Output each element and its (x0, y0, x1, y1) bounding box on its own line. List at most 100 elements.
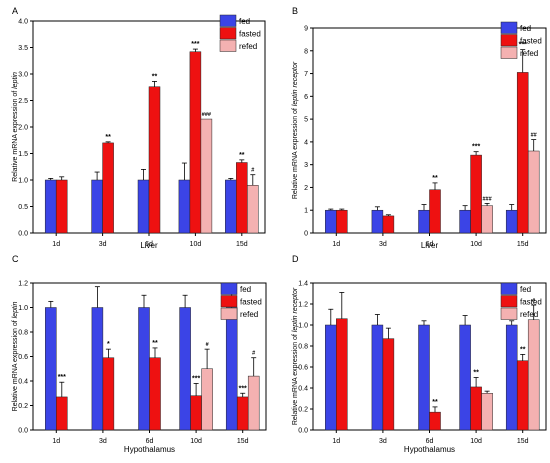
x-tick-label: 3d (99, 438, 107, 445)
significance-label: ** (432, 399, 438, 406)
y-tick-label: 0.2 (298, 407, 308, 414)
legend-swatch-fasted (500, 34, 518, 47)
bar-fed (138, 307, 150, 431)
bar-fed (91, 179, 103, 234)
bar-fasted (470, 386, 482, 431)
y-tick-label: 0.8 (18, 330, 28, 337)
x-tick-label: 1d (332, 241, 340, 248)
x-tick-label: 3d (99, 241, 107, 248)
y-tick-label: 0.6 (298, 365, 308, 372)
bar-fasted (189, 51, 202, 234)
legend-swatch-fed (220, 282, 238, 295)
chart-panel-C: 0.0 0.2 0.4 0.6 0.8 1.0 1.2 1d *** 3d * 6d ** 10d *** #… (12, 254, 267, 454)
bar-fasted (516, 72, 529, 234)
bar-fasted (55, 179, 68, 234)
significance-label: *** (519, 42, 527, 49)
bar-refed (200, 118, 213, 234)
bar-fasted (236, 396, 249, 431)
bar-fasted (470, 154, 482, 234)
bar-fasted (382, 215, 395, 234)
x-tick-label: 10d (190, 241, 202, 248)
significance-label: *** (239, 385, 247, 392)
bar-fed (178, 179, 191, 234)
bar-fed (505, 209, 518, 234)
bar-refed (247, 185, 259, 234)
legend-swatch-refed (500, 307, 518, 320)
significance-label: ** (473, 370, 479, 377)
bar-fasted (429, 411, 441, 431)
significance-label: *** (192, 375, 200, 382)
y-tick-label: 7 (304, 71, 308, 78)
legend-swatch-fed (500, 21, 518, 34)
y-tick-label: 0 (304, 231, 308, 238)
y-tick-label: 3.0 (18, 72, 28, 79)
y-tick-label: 8 (304, 48, 308, 55)
x-tick-label: 15d (517, 438, 529, 445)
significance-label: ** (239, 152, 245, 159)
significance-label: ** (152, 73, 158, 80)
bar-fasted (190, 395, 202, 431)
bar-refed (481, 205, 493, 234)
x-axis-label: Hypothalamus (124, 445, 175, 454)
y-tick-label: 1.2 (18, 281, 28, 288)
chart-panel-A: 0.0 0.5 1.0 1.5 2.0 2.5 3.0 3.5 4.0 1d 3d ** 6d ** 10d… (12, 6, 266, 250)
bar-fed (137, 179, 150, 234)
significance-label: ** (105, 134, 111, 141)
y-tick-label: 5 (304, 117, 308, 124)
significance-label: ### (483, 196, 492, 202)
bar-fed (418, 209, 430, 234)
bar-fasted (516, 360, 529, 431)
bar-fed (325, 209, 337, 234)
y-tick-label: 0.4 (18, 379, 28, 386)
significance-label: # (251, 168, 254, 174)
x-tick-label: 15d (236, 241, 248, 248)
x-tick-label: 6d (146, 438, 154, 445)
significance-label: # (206, 342, 209, 348)
significance-label: *** (472, 144, 480, 151)
legend-label: fasted (239, 30, 261, 39)
bar-fasted (56, 396, 68, 431)
y-tick-label: 1.5 (18, 151, 28, 158)
y-tick-label: 1.0 (18, 178, 28, 185)
bar-fed (91, 307, 104, 431)
bar-fasted (102, 142, 114, 234)
y-tick-label: 2.5 (18, 98, 28, 105)
legend-swatch-refed (220, 307, 238, 320)
bar-fed (45, 307, 57, 431)
x-tick-label: 15d (517, 241, 529, 248)
x-axis-label: Liver (140, 241, 158, 250)
y-tick-label: 3.5 (18, 45, 28, 52)
y-tick-label: 1.2 (298, 302, 308, 309)
y-tick-label: 0.0 (18, 231, 28, 238)
significance-label: ## (531, 133, 537, 139)
bar-refed (201, 368, 213, 431)
y-axis-label: Relative mRNA expression of leptin (12, 302, 19, 412)
x-tick-label: 3d (379, 438, 387, 445)
y-tick-label: 1.0 (298, 323, 308, 330)
legend-label: fed (520, 285, 531, 294)
bar-fed (459, 209, 471, 234)
legend: fed fasted refed (500, 282, 542, 320)
legend-swatch-fasted (500, 295, 518, 308)
bar-fed (225, 179, 237, 234)
significance-label: ### (202, 112, 211, 118)
y-tick-label: 2.0 (18, 125, 28, 132)
bar-fasted (102, 357, 115, 431)
legend-swatch-fasted (219, 27, 237, 40)
bar-fed (371, 324, 384, 431)
bar-fasted (148, 86, 161, 234)
bar-fed (179, 307, 191, 431)
bar-fed (325, 324, 337, 431)
x-tick-label: 10d (470, 438, 482, 445)
bar-fed (371, 209, 384, 234)
legend-label: fasted (520, 37, 542, 46)
y-tick-label: 0.5 (18, 204, 28, 211)
legend: fed fasted refed (219, 14, 261, 52)
panel-label: C (12, 254, 19, 264)
legend-label: fed (239, 17, 250, 26)
significance-label: ** (520, 346, 526, 353)
x-axis-label: Liver (421, 241, 439, 250)
x-tick-label: 15d (237, 438, 249, 445)
significance-label: # (532, 298, 535, 304)
